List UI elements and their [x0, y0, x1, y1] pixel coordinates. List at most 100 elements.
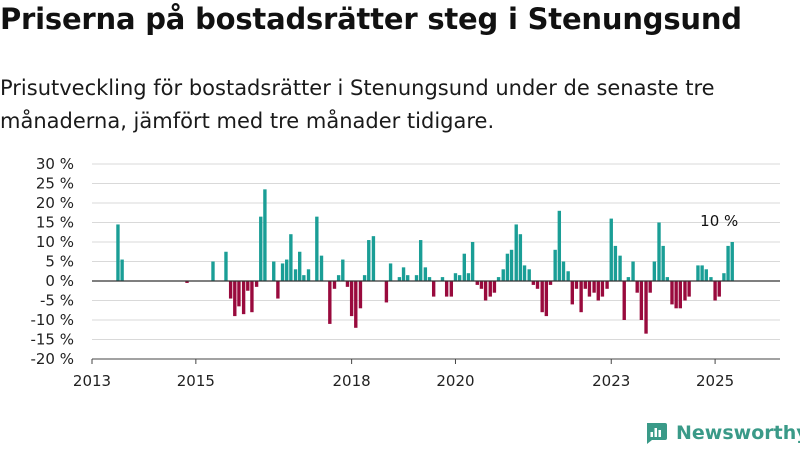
bar [302, 275, 306, 281]
bar [509, 249, 514, 281]
bar [631, 261, 635, 281]
bar [696, 265, 700, 281]
bar [246, 281, 250, 291]
bar [496, 277, 501, 281]
bar [548, 281, 553, 285]
y-tick-label: 0 % [45, 272, 74, 290]
bar [553, 249, 557, 281]
bar [388, 263, 393, 281]
bar [466, 273, 471, 281]
bar [241, 281, 246, 315]
bar [683, 281, 687, 301]
bar [345, 281, 350, 287]
newsworthy-brand: Newsworthy [644, 420, 800, 446]
bar [332, 281, 337, 289]
y-axis-ticks: 30 % 25 %20 % 15 %10 % 5 %0 % -5 %-10 % -15 %… [30, 155, 74, 368]
x-tick-label: 2023 [592, 372, 630, 390]
bar [431, 281, 436, 297]
bar [259, 216, 263, 281]
bar [250, 281, 254, 313]
bar [354, 281, 358, 328]
bar [522, 265, 527, 281]
bar [670, 281, 674, 305]
x-tick-label: 2015 [177, 372, 215, 390]
x-tick-label: 2013 [73, 372, 111, 390]
bar [285, 259, 289, 281]
bar [644, 281, 648, 334]
y-tick-label: -15 % [30, 331, 74, 349]
y-tick-label: 15 % [36, 214, 74, 232]
gridlines [92, 163, 780, 360]
bar [328, 281, 332, 324]
bar [397, 277, 402, 281]
bar [479, 281, 484, 289]
y-tick-label: 5 % [45, 253, 74, 271]
bar [722, 273, 726, 281]
bar [704, 269, 708, 281]
y-tick-label: 20 % [36, 194, 74, 212]
bar [561, 261, 566, 281]
bar [726, 245, 730, 281]
bar [120, 259, 124, 281]
bar [488, 281, 492, 297]
bar [263, 189, 267, 281]
bar [514, 224, 518, 281]
bar [648, 281, 652, 293]
bar [678, 281, 682, 309]
bar [371, 236, 376, 281]
last-value-label: 10 % [700, 212, 738, 230]
bar [626, 277, 631, 281]
bar [336, 275, 341, 281]
bar [605, 281, 609, 289]
bar [661, 245, 665, 281]
bar [362, 275, 367, 281]
x-tick-label: 2020 [436, 372, 474, 390]
bar [401, 267, 406, 281]
bar [618, 255, 622, 281]
x-axis: 2013 2015 2018 2020 2023 2025 [73, 358, 780, 390]
bar [613, 245, 618, 281]
bar [367, 240, 371, 281]
bar [293, 269, 298, 281]
bar [544, 281, 549, 317]
bar [349, 281, 354, 317]
bar [440, 277, 445, 281]
bar [444, 281, 449, 297]
bar [592, 281, 596, 293]
bar [116, 224, 120, 281]
bar [665, 277, 670, 281]
bar [587, 281, 592, 297]
bar [462, 253, 466, 281]
bar [228, 281, 233, 299]
bar [185, 281, 189, 283]
bar [384, 281, 389, 303]
bar [713, 281, 717, 301]
bar [540, 281, 544, 313]
y-tick-label: -5 % [40, 292, 74, 310]
bar [717, 281, 721, 297]
bar [449, 281, 454, 297]
bar [639, 281, 644, 320]
bar [652, 261, 657, 281]
bar [298, 251, 302, 281]
x-tick-label: 2025 [696, 372, 734, 390]
y-tick-label: 10 % [36, 233, 74, 251]
bar [531, 281, 536, 285]
bar [505, 253, 510, 281]
bar [423, 267, 428, 281]
bar [341, 259, 345, 281]
bar [406, 275, 410, 281]
bar [622, 281, 626, 320]
bar [280, 263, 285, 281]
newsworthy-logo-icon [647, 423, 667, 444]
bar [414, 275, 419, 281]
bar [674, 281, 678, 309]
bar [657, 222, 661, 281]
bar [211, 261, 215, 281]
bar [418, 240, 423, 281]
bar [492, 281, 497, 293]
bar [600, 281, 605, 297]
chart-subtitle: Prisutveckling för bostadsrätter i Stenu… [0, 76, 715, 133]
bar [570, 281, 574, 305]
